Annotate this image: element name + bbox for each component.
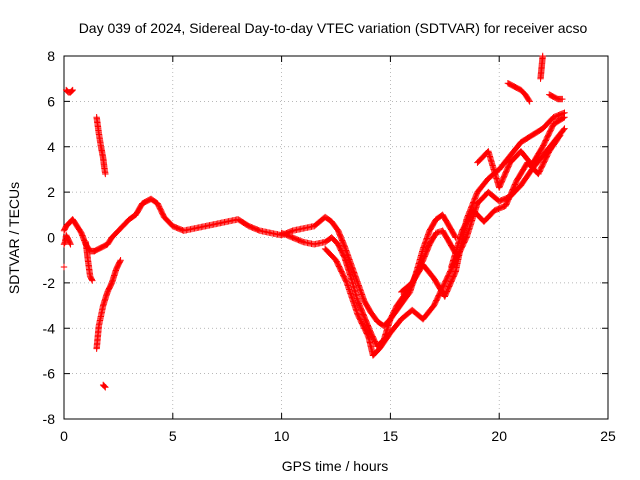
x-axis-label: GPS time / hours (282, 458, 389, 474)
plus-marker (526, 98, 533, 105)
y-tick-label: -2 (43, 275, 56, 291)
plus-marker (88, 276, 95, 283)
plus-marker (559, 95, 566, 103)
plus-marker (102, 170, 109, 178)
plus-marker (117, 256, 124, 264)
series-track-g (504, 80, 533, 105)
y-tick-label: -4 (43, 320, 56, 336)
plus-marker (101, 383, 108, 390)
series-track-n (93, 256, 124, 352)
plus-marker (102, 384, 109, 391)
x-tick-label: 5 (169, 428, 177, 444)
plus-marker (68, 88, 75, 95)
plus-marker (539, 52, 546, 60)
series-track-p (82, 238, 96, 284)
y-tick-label: 4 (47, 139, 55, 155)
plus-marker (67, 241, 74, 248)
y-tick-label: 6 (47, 93, 55, 109)
series-track-l (62, 86, 76, 96)
plus-marker (69, 86, 76, 94)
x-tick-label: 10 (274, 428, 290, 444)
plus-marker (60, 263, 68, 271)
series-track-o (99, 381, 109, 391)
y-tick-label: -8 (43, 411, 56, 427)
plus-marker (451, 233, 459, 240)
x-tick-label: 15 (383, 428, 399, 444)
series-track-j (60, 232, 74, 248)
x-tick-label: 20 (491, 428, 507, 444)
plus-marker (556, 132, 564, 139)
plus-marker (66, 239, 74, 247)
y-tick-label: 8 (47, 48, 55, 64)
series-track-k (60, 263, 68, 271)
data-points (60, 52, 568, 391)
y-axis-label: SDTVAR / TECUs (6, 182, 22, 294)
series-track-m (93, 114, 109, 178)
plus-marker (68, 87, 76, 94)
plus-marker (556, 133, 563, 140)
plus-marker (89, 277, 96, 284)
x-tick-label: 25 (600, 428, 616, 444)
plus-marker (561, 114, 568, 121)
plus-marker (560, 114, 567, 122)
plus-marker (525, 97, 533, 104)
y-tick-label: 0 (47, 230, 55, 246)
series-track-a (60, 195, 459, 330)
series-track-i (537, 52, 546, 82)
y-tick-label: 2 (47, 184, 55, 200)
chart-title: Day 039 of 2024, Sidereal Day-to-day VTE… (79, 20, 588, 36)
chart-grid (64, 56, 608, 419)
series-track-f (474, 114, 568, 191)
axis-ticks: 0 5 10 15 20 25 -8 -6 -4 -2 0 2 4 6 8 (43, 48, 616, 444)
plus-marker (100, 382, 108, 389)
plus-marker (116, 258, 124, 265)
series-track-h (546, 91, 566, 103)
series-track-d (398, 109, 568, 300)
plus-marker (560, 126, 567, 133)
y-tick-label: -6 (43, 366, 56, 382)
series-track-e (448, 132, 564, 271)
x-tick-label: 0 (60, 428, 68, 444)
plus-marker (561, 125, 568, 132)
